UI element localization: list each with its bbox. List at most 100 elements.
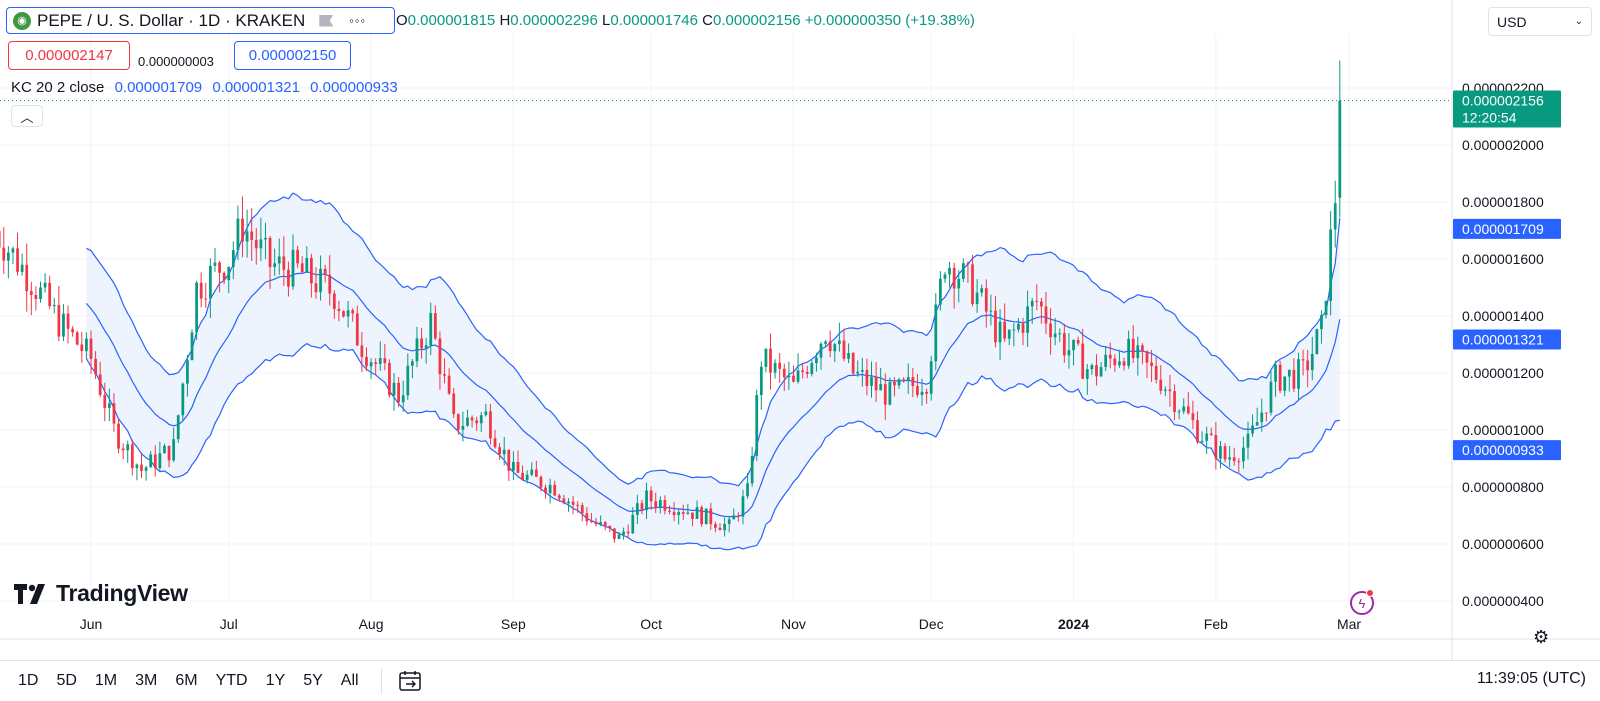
time-tick-label: Jun [80, 616, 103, 632]
change-value: +0.000000350 (+19.38%) [804, 12, 975, 29]
candle-body [98, 374, 102, 396]
candle-body [34, 295, 38, 300]
candle-body [1242, 447, 1245, 462]
candle-body [617, 534, 621, 539]
price-tick-label: 0.000000800 [1462, 479, 1544, 495]
flag-icon[interactable] [319, 14, 334, 27]
price-tick-label: 0.000001000 [1462, 422, 1544, 438]
candle-body [39, 287, 42, 300]
candle-body [883, 384, 887, 405]
candle-body [544, 487, 547, 494]
candle-body [576, 504, 580, 506]
candle-body [1223, 446, 1227, 460]
candle-body [502, 449, 506, 455]
high-label: H [499, 12, 511, 29]
settings-icon[interactable]: ⚙ [1533, 627, 1550, 647]
indicator-name: KC 20 2 close [11, 79, 105, 96]
collapse-legend-button[interactable]: ︿ [11, 105, 43, 127]
bottom-toolbar: 1D 5D 1M 3M 6M YTD 1Y 5Y All 11:39:05 (U… [0, 660, 1600, 701]
indicator-upper: 0.000001709 [114, 79, 203, 96]
candle-body [420, 338, 423, 349]
candle-body [351, 310, 355, 314]
more-options-icon[interactable]: ◦◦◦ [349, 13, 367, 28]
candle-body [489, 411, 492, 439]
candle-body [245, 231, 249, 242]
candle-body [736, 515, 740, 517]
candle-body [663, 500, 667, 511]
period-3m[interactable]: 3M [135, 672, 158, 689]
candle-body [57, 304, 61, 337]
candle-body [1251, 425, 1254, 434]
tradingview-logo[interactable]: TradingView [14, 580, 188, 607]
time-tick-label: Nov [781, 616, 806, 632]
candle-body [916, 385, 919, 396]
spread-value: 0.000000003 [138, 54, 214, 69]
candle-body [1182, 406, 1186, 412]
candle-body [112, 403, 116, 424]
candle-body [594, 521, 598, 525]
candle-body [819, 343, 823, 358]
symbol-header[interactable]: ◉ PEPE / U. S. Dollar · 1D · KRAKEN ◦◦◦ [6, 7, 395, 34]
period-all[interactable]: All [340, 672, 359, 689]
candle-body [236, 218, 240, 251]
candle-body [1090, 365, 1094, 370]
period-1m[interactable]: 1M [94, 672, 118, 689]
candle-body [231, 250, 235, 268]
last-price-label: 0.000002156 [1462, 93, 1544, 109]
clock[interactable]: 11:39:05 (UTC) [1476, 670, 1586, 687]
candle-body [778, 362, 782, 369]
candle-body [622, 531, 625, 535]
candle-body [1292, 369, 1296, 389]
price-chart[interactable]: 0.0000022000.0000020000.0000018000.00000… [0, 0, 1600, 660]
candle-body [548, 484, 552, 494]
price-tick-label: 0.000001200 [1462, 365, 1544, 381]
candle-body [870, 376, 873, 386]
notification-dot [1366, 589, 1374, 597]
candle-body [1026, 306, 1029, 333]
candle-body [16, 248, 19, 272]
period-5d[interactable]: 5D [56, 672, 77, 689]
lightning-icon[interactable]: ϟ [1350, 591, 1374, 615]
buy-price-button[interactable]: 0.000002150 [234, 41, 351, 70]
candle-body [640, 503, 644, 511]
candle-body [1260, 412, 1264, 423]
period-1d[interactable]: 1D [18, 672, 39, 689]
candle-body [401, 395, 405, 403]
keltner-middle-line [85, 271, 1341, 518]
candle-body [626, 531, 630, 534]
candle-body [1058, 333, 1062, 335]
candle-body [1333, 203, 1337, 230]
time-tick-label: Jul [220, 616, 238, 632]
candle-body [85, 338, 88, 352]
candle-body [534, 469, 538, 477]
candle-body [369, 362, 373, 367]
candle-body [181, 383, 185, 416]
candle-body [222, 272, 226, 281]
period-1y[interactable]: 1Y [265, 672, 286, 689]
candle-body [681, 512, 685, 514]
candle-body [691, 512, 694, 519]
candle-body [645, 490, 648, 511]
candle-body [801, 370, 805, 372]
candle-body [1072, 339, 1075, 351]
candle-body [539, 476, 543, 488]
indicator-legend[interactable]: KC 20 2 close 0.000001709 0.000001321 0.… [11, 79, 398, 96]
period-5y[interactable]: 5Y [303, 672, 323, 689]
period-6m[interactable]: 6M [175, 672, 198, 689]
sell-price-button[interactable]: 0.000002147 [8, 41, 130, 70]
candle-body [1329, 229, 1333, 301]
candle-body [135, 464, 139, 469]
open-label: O [396, 12, 408, 29]
candle-body [1154, 366, 1158, 380]
kc-middle-badge [1453, 329, 1561, 350]
candle-body [1324, 300, 1328, 316]
candle-body [163, 445, 166, 454]
candle-body [732, 515, 736, 520]
period-ytd[interactable]: YTD [215, 672, 248, 689]
candle-body [782, 368, 786, 378]
candle-body [1200, 440, 1204, 443]
candle-body [658, 500, 662, 508]
candle-body [516, 461, 520, 473]
currency-select[interactable]: USD ⌄ [1488, 7, 1592, 36]
calendar-range-icon[interactable] [398, 670, 422, 692]
